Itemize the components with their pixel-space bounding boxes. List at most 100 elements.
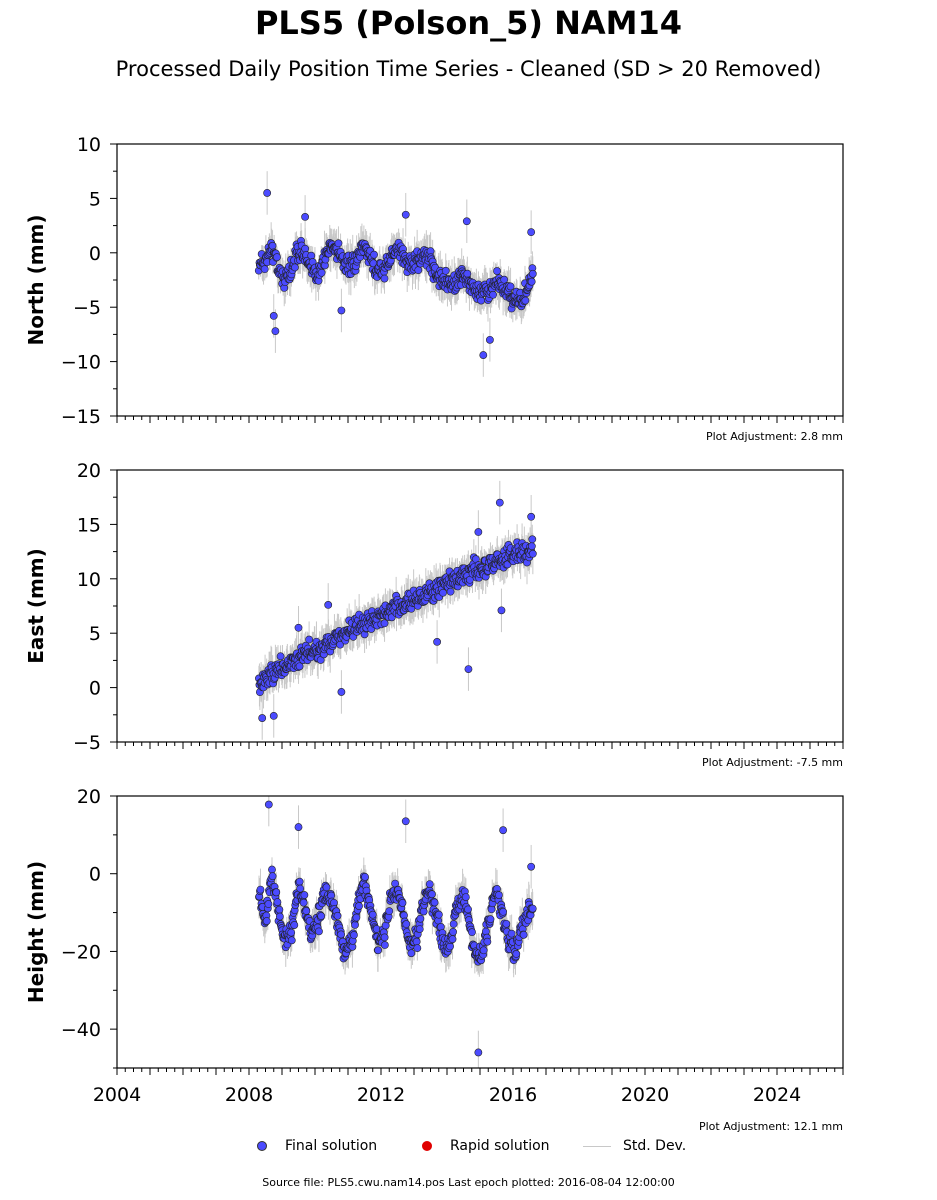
data-point — [430, 898, 439, 907]
outlier-point — [401, 817, 410, 826]
data-point — [402, 920, 411, 928]
y-tick-label: 10 — [77, 134, 101, 156]
outlier-point — [337, 306, 346, 315]
y-tick-label: 5 — [89, 623, 101, 645]
data-point — [502, 919, 511, 928]
legend: Final solution Rapid solution Std. Dev. — [0, 1136, 937, 1160]
outlier-point — [433, 638, 441, 646]
legend-rapid-label: Rapid solution — [450, 1138, 550, 1154]
data-point — [500, 275, 509, 284]
data-point — [463, 269, 472, 278]
y-tick-label: 0 — [89, 243, 101, 265]
data-point — [291, 263, 299, 272]
data-point — [275, 912, 284, 921]
data-point — [528, 549, 537, 558]
data-point — [527, 542, 536, 551]
data-point — [412, 937, 421, 946]
legend-rapid: Rapid solution — [422, 1138, 550, 1154]
data-point — [385, 907, 394, 916]
data-point — [434, 910, 443, 919]
data-point — [273, 253, 281, 262]
data-point — [416, 914, 425, 923]
data-point — [350, 931, 358, 939]
data-point — [352, 913, 361, 922]
data-point — [494, 891, 503, 899]
data-point — [449, 920, 458, 928]
data-point — [361, 873, 369, 881]
outlier-point — [324, 601, 333, 609]
final-solution-points — [255, 800, 537, 1057]
data-point — [302, 907, 311, 915]
x-tick-label: 2012 — [357, 1084, 405, 1106]
legend-std-label: Std. Dev. — [623, 1138, 687, 1154]
y-tick-label: −20 — [61, 941, 101, 963]
data-point — [512, 950, 521, 958]
data-point — [273, 898, 282, 906]
data-point — [528, 535, 537, 544]
y-tick-label: −5 — [73, 297, 101, 319]
outlier-point — [499, 826, 507, 835]
data-point — [519, 930, 528, 939]
outlier-point — [337, 688, 346, 696]
data-point — [296, 884, 305, 893]
data-point — [317, 912, 326, 920]
outlier-point — [264, 800, 273, 809]
outlier-point — [294, 823, 303, 831]
data-point — [355, 902, 363, 910]
final-solution-marker-icon — [257, 1141, 267, 1151]
x-tick-label: 2004 — [93, 1084, 141, 1106]
final-solution-points — [255, 498, 537, 722]
data-point — [428, 890, 436, 899]
outlier-point — [497, 606, 506, 615]
data-point — [464, 905, 472, 914]
y-axis-label: North (mm) — [24, 214, 48, 345]
data-point — [439, 588, 447, 597]
data-point — [380, 274, 389, 283]
data-point — [380, 941, 389, 949]
outlier-point — [479, 351, 488, 359]
y-tick-label: −10 — [61, 352, 101, 374]
y-tick-label: −5 — [73, 732, 101, 754]
x-tick-label: 2016 — [489, 1084, 537, 1106]
y-tick-label: 15 — [77, 514, 101, 536]
data-point — [528, 904, 537, 913]
outlier-point — [269, 711, 278, 720]
panel-1: −15 −10 −5 0 5 10 North (mm) Plot Adjustment: 2… — [24, 134, 844, 443]
source-file-note: Source file: PLS5.cwu.nam14.pos Last epo… — [262, 1176, 675, 1189]
data-point — [477, 296, 486, 305]
data-point — [398, 899, 407, 907]
y-tick-label: 20 — [77, 786, 101, 808]
data-point — [287, 936, 296, 945]
y-axis-label: East (mm) — [24, 548, 48, 664]
std-dev-bars — [258, 796, 534, 1068]
y-tick-label: 5 — [89, 188, 101, 210]
data-point — [322, 883, 331, 892]
legend-std: Std. Dev. — [583, 1138, 686, 1154]
plot-adjustment-note: Plot Adjustment: 12.1 mm — [699, 1120, 843, 1133]
data-point — [493, 267, 501, 275]
y-tick-label: 0 — [89, 864, 101, 886]
outlier-point — [401, 210, 410, 219]
data-point — [287, 928, 296, 937]
data-point — [414, 266, 423, 275]
data-point — [407, 949, 416, 958]
data-point — [260, 265, 269, 274]
y-tick-label: −40 — [61, 1019, 101, 1041]
data-point — [295, 877, 304, 886]
data-point — [380, 933, 389, 942]
data-point — [415, 925, 424, 933]
outlier-point — [474, 528, 483, 536]
data-point — [528, 269, 537, 278]
chart-title: PLS5 (Polson_5) NAM14 — [254, 4, 683, 42]
outlier-point — [294, 623, 303, 632]
data-point — [268, 241, 277, 250]
x-tick-label: 2008 — [225, 1084, 273, 1106]
outlier-point — [258, 714, 267, 722]
y-tick-label: 10 — [77, 569, 101, 591]
y-axis-label: Height (mm) — [24, 861, 48, 1003]
data-point — [299, 898, 308, 907]
data-point — [268, 872, 277, 881]
data-point — [370, 250, 378, 259]
outlier-point — [527, 228, 536, 237]
data-point — [272, 888, 281, 897]
